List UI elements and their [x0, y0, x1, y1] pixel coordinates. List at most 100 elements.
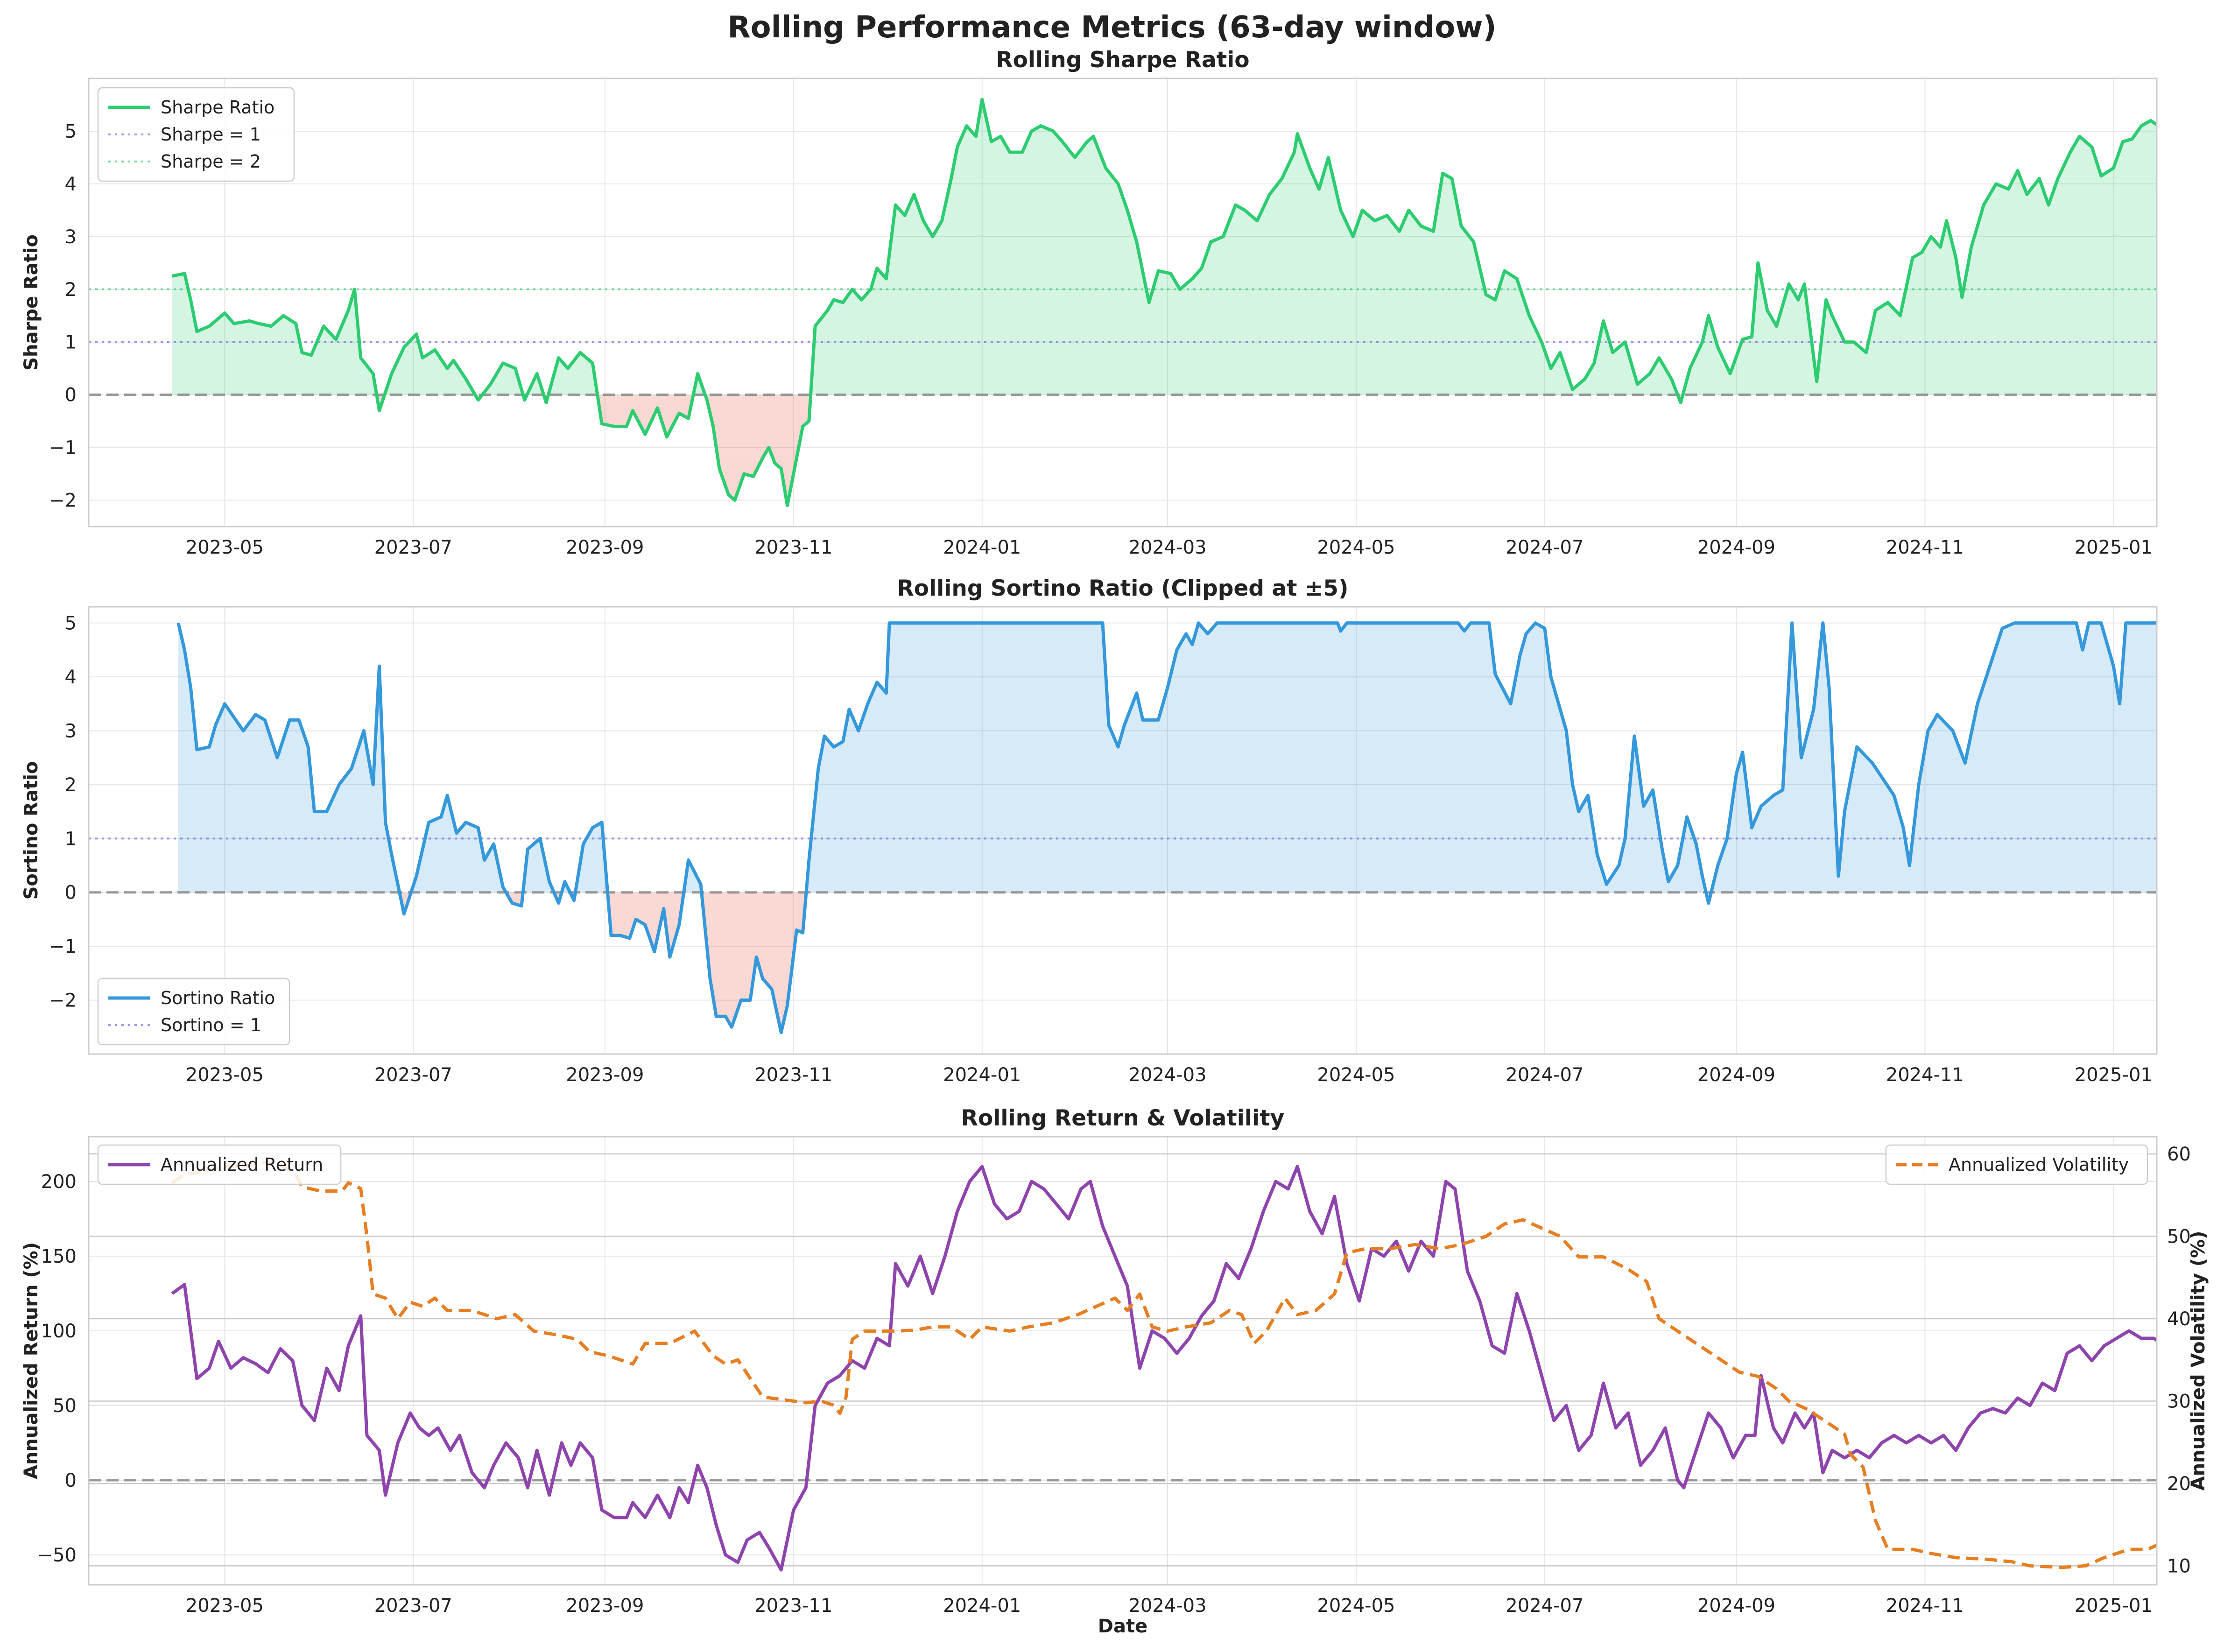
y-tick-label: 0 — [65, 882, 77, 904]
legend-sortino: Sortino Ratio Sortino = 1 — [97, 977, 290, 1046]
x-tick-label: 2024-11 — [1886, 1064, 1964, 1086]
legend-label: Sharpe = 1 — [161, 124, 261, 145]
x-tick-label: 2024-05 — [1317, 1064, 1395, 1086]
y-tick-label: 1 — [65, 828, 77, 850]
x-tick-label: 2025-01 — [2075, 1064, 2153, 1086]
x-tick-label: 2023-11 — [754, 1595, 832, 1617]
y-tick-label: −1 — [49, 437, 77, 459]
x-tick-label: 2025-01 — [2075, 537, 2153, 558]
y-right-tick-label: 40 — [2167, 1308, 2191, 1330]
y-axis-label: Sharpe Ratio — [21, 234, 42, 371]
series-line — [176, 621, 2157, 1034]
y-tick-label: 2 — [65, 774, 77, 796]
y-tick-label: 50 — [53, 1395, 77, 1417]
x-tick-label: 2024-05 — [1317, 1595, 1395, 1617]
x-tick-label: 2024-03 — [1128, 1064, 1206, 1086]
x-tick-label: 2024-09 — [1697, 1064, 1775, 1086]
panel-title: Rolling Sharpe Ratio — [996, 47, 1249, 73]
legend-volatility: Annualized Volatility — [1885, 1144, 2148, 1185]
legend-frame — [97, 977, 290, 1046]
panel-title: Rolling Return & Volatility — [961, 1105, 1284, 1131]
y-tick-label: 0 — [65, 1470, 77, 1491]
legend-label: Sortino Ratio — [161, 988, 275, 1008]
axes-frame — [88, 77, 2158, 527]
legend-return: Annualized Return — [97, 1144, 342, 1185]
y-axis-label: Annualized Return (%) — [21, 1242, 42, 1479]
x-tick-label: 2025-01 — [2075, 1595, 2153, 1617]
x-tick-label: 2023-07 — [374, 1595, 452, 1617]
y-tick-label: 5 — [65, 613, 77, 634]
x-tick-label: 2024-09 — [1697, 1595, 1775, 1617]
y-tick-label: 5 — [65, 121, 77, 142]
legend-sharpe: Sharpe Ratio Sharpe = 1 Sharpe = 2 — [97, 87, 295, 182]
y-tick-label: 2 — [65, 279, 77, 301]
legend-frame — [97, 87, 295, 182]
y-right-tick-label: 30 — [2167, 1391, 2191, 1412]
y-right-axis-label: Annualized Volatility (%) — [2188, 1231, 2209, 1491]
panel-title: Rolling Sortino Ratio (Clipped at ±5) — [897, 576, 1349, 601]
series-line — [172, 98, 2157, 507]
y-right-tick-label: 20 — [2167, 1473, 2191, 1495]
y-tick-label: −1 — [49, 936, 77, 957]
legend-frame — [1885, 1144, 2148, 1185]
axes-frame — [88, 606, 2158, 1055]
x-tick-label: 2024-11 — [1886, 537, 1964, 558]
legend-label: Sharpe = 2 — [161, 151, 261, 172]
x-tick-label: 2024-09 — [1697, 537, 1775, 558]
y-tick-label: 200 — [41, 1171, 77, 1193]
x-tick-label: 2023-07 — [374, 537, 452, 558]
y-tick-label: 4 — [65, 174, 77, 195]
x-tick-label: 2024-07 — [1506, 1064, 1584, 1086]
y-tick-label: 1 — [65, 332, 77, 353]
y-tick-label: 4 — [65, 667, 77, 688]
positive-fill-area — [172, 99, 2157, 395]
negative-fill-area — [399, 892, 1711, 1033]
x-tick-label: 2024-11 — [1886, 1595, 1964, 1617]
x-tick-label: 2023-11 — [754, 537, 832, 558]
x-tick-label: 2023-09 — [566, 1064, 644, 1086]
figure-title: Rolling Performance Metrics (63-day wind… — [727, 10, 1496, 45]
y-tick-label: 3 — [65, 226, 77, 248]
x-tick-label: 2024-07 — [1506, 1595, 1584, 1617]
x-tick-label: 2024-01 — [943, 537, 1021, 558]
x-tick-label: 2023-09 — [566, 537, 644, 558]
y-tick-label: 150 — [41, 1246, 77, 1267]
y-tick-label: −50 — [37, 1545, 77, 1566]
legend-frame — [97, 1144, 342, 1185]
x-tick-label: 2024-05 — [1317, 537, 1395, 558]
panel-3: Rolling Return & Volatility 2023-05 2023-0… — [21, 1105, 2209, 1637]
x-tick-label: 2024-01 — [943, 1595, 1021, 1617]
legend-label: Sharpe Ratio — [161, 97, 274, 118]
panel-1: Rolling Sharpe Ratio 2023-05 2023-07 2023-0… — [21, 47, 2158, 558]
x-tick-label: 2023-11 — [754, 1064, 832, 1086]
x-tick-label: 2023-09 — [566, 1595, 644, 1617]
legend-label: Annualized Return — [161, 1154, 323, 1175]
x-tick-label: 2024-07 — [1506, 537, 1584, 558]
series-line — [171, 1165, 2157, 1572]
y-right-tick-label: 60 — [2167, 1144, 2191, 1165]
y-axis-label: Sortino Ratio — [21, 761, 42, 900]
y-tick-label: 3 — [65, 720, 77, 742]
x-tick-label: 2023-05 — [186, 537, 264, 558]
x-axis-label: Date — [1098, 1616, 1147, 1637]
axes-frame — [88, 1136, 2158, 1586]
legend-label: Annualized Volatility — [1949, 1154, 2129, 1175]
x-tick-label: 2024-03 — [1128, 537, 1206, 558]
x-tick-label: 2023-05 — [186, 1595, 264, 1617]
x-tick-label: 2024-03 — [1128, 1595, 1206, 1617]
x-tick-label: 2023-07 — [374, 1064, 452, 1086]
legend-label: Sortino = 1 — [161, 1015, 261, 1035]
y-right-tick-label: 10 — [2167, 1555, 2191, 1577]
series-line — [171, 1160, 2157, 1569]
y-tick-label: −2 — [49, 490, 77, 512]
x-tick-label: 2023-05 — [186, 1064, 264, 1086]
y-right-tick-label: 50 — [2167, 1226, 2191, 1248]
y-tick-label: 100 — [41, 1321, 77, 1342]
y-tick-label: −2 — [49, 990, 77, 1012]
x-tick-label: 2024-01 — [943, 1064, 1021, 1086]
panel-2: Rolling Sortino Ratio (Clipped at ±5)202… — [21, 576, 2158, 1086]
y-tick-label: 0 — [65, 385, 77, 406]
positive-fill-area — [178, 623, 2157, 893]
